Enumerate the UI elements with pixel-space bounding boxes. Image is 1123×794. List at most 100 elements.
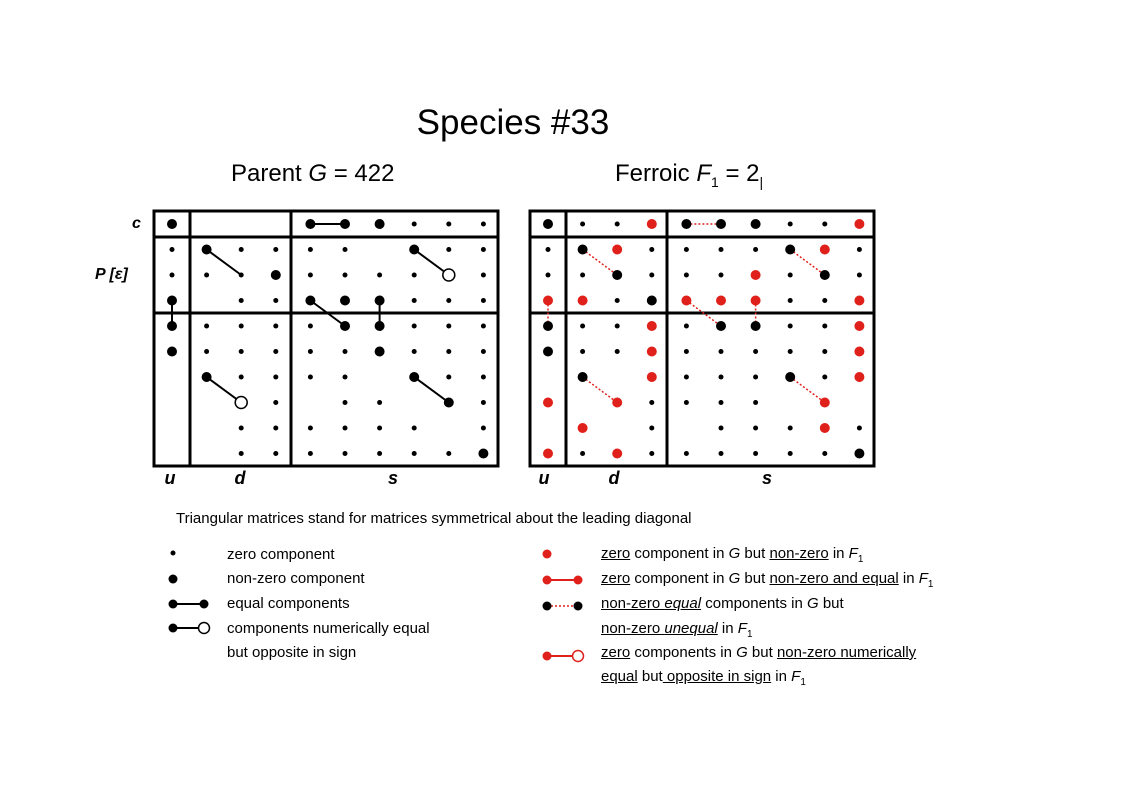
red-component-dot — [716, 295, 726, 306]
component-link — [789, 248, 826, 276]
zero-component-dot — [342, 400, 348, 405]
zero-component-dot — [614, 221, 620, 227]
l3-d: G — [806, 595, 819, 612]
zero-component-dot — [342, 374, 348, 380]
l2-c: G — [728, 570, 741, 587]
nonzero-component-dot — [577, 244, 588, 255]
zero-component-dot — [718, 349, 724, 354]
zero-component-dot — [342, 349, 348, 354]
zero-component-dot — [273, 247, 279, 252]
zero-component-dot — [342, 425, 348, 431]
parent-value: = 422 — [327, 160, 395, 187]
zero-component-dot — [822, 323, 828, 329]
red-component-dot — [854, 372, 865, 382]
ferroic-matrix — [528, 209, 876, 468]
zero-component-dot — [273, 374, 279, 380]
nonzero-component-dot — [167, 346, 177, 357]
nonzero-component-dot — [305, 295, 316, 306]
zero-component-dot — [856, 425, 862, 431]
l4-a: non-zero — [601, 620, 665, 637]
legend-opposite-circle — [197, 621, 211, 635]
zero-component-dot — [411, 298, 417, 303]
l6-c: opposite in sign — [662, 668, 772, 685]
zero-component-dot — [307, 425, 313, 431]
ferroic-group-title: Ferroic F1 = 2| — [615, 160, 763, 190]
red-component-dot — [612, 244, 623, 255]
red-component-dot — [819, 244, 830, 255]
nonzero-component-dot — [270, 270, 281, 280]
component-link — [413, 248, 450, 276]
zero-component-dot — [649, 247, 655, 252]
zero-component-dot — [580, 272, 586, 278]
nonzero-component-dot — [374, 295, 385, 306]
legend-opposite-text-1: components numerically equal — [227, 620, 430, 637]
zero-component-dot — [718, 451, 724, 456]
nonzero-component-dot — [785, 372, 796, 382]
zero-component-dot — [787, 323, 793, 329]
l2-g: F — [918, 570, 928, 587]
zero-component-dot — [787, 272, 793, 278]
red-component-dot — [681, 295, 692, 306]
matrix-frame — [152, 209, 500, 468]
zero-component-dot — [683, 400, 689, 405]
l3-c: components in — [701, 595, 807, 612]
zero-component-dot — [787, 425, 793, 431]
component-link — [206, 376, 242, 404]
zero-component-dot — [204, 349, 210, 354]
legend-unequal-dot-b — [573, 601, 583, 611]
zero-component-dot — [446, 298, 452, 303]
zero-component-dot — [718, 400, 724, 405]
l4-c: in — [717, 620, 738, 637]
red-component-dot — [646, 219, 657, 229]
zero-component-dot — [411, 272, 417, 278]
zero-component-dot — [307, 374, 313, 380]
opposite-sign-circle — [234, 395, 248, 410]
red-component-dot — [646, 346, 657, 357]
zero-component-dot — [238, 323, 244, 329]
legend-icons — [168, 549, 585, 663]
l1-e: non-zero — [769, 545, 829, 562]
legend-unequal-text-2: non-zero unequal in F1 — [601, 620, 753, 640]
l1-h: 1 — [857, 554, 864, 565]
legend-red-opposite-text-2: equal but opposite in sign in F1 — [601, 668, 806, 688]
zero-component-dot — [480, 298, 486, 303]
nonzero-component-dot — [374, 219, 385, 229]
matrix-frame — [528, 209, 876, 468]
zero-component-dot — [580, 323, 586, 329]
zero-component-dot — [204, 272, 210, 278]
zero-component-dot — [307, 272, 313, 278]
zero-component-dot — [683, 247, 689, 252]
l6-a: equal — [601, 668, 638, 685]
nonzero-component-dot — [785, 244, 796, 255]
zero-component-dot — [273, 400, 279, 405]
l2-b: component in — [630, 570, 729, 587]
l2-f: in — [898, 570, 919, 587]
legend-unequal-dot-a — [542, 601, 552, 611]
zero-component-dot — [480, 247, 486, 252]
zero-component-dot — [446, 247, 452, 252]
zero-component-dot — [787, 451, 793, 456]
red-component-dot — [854, 346, 865, 357]
zero-component-dot — [787, 349, 793, 354]
parent-matrix — [152, 209, 500, 468]
zero-component-dot — [614, 323, 620, 329]
nonzero-component-dot — [854, 448, 865, 459]
zero-component-dot — [377, 425, 383, 431]
nonzero-component-dot — [819, 270, 830, 280]
page-title: Species #33 — [416, 103, 610, 142]
opposite-sign-circle — [442, 268, 456, 282]
parent-prefix: Parent — [231, 160, 309, 187]
zero-component-dot — [307, 349, 313, 354]
zero-component-dot — [377, 400, 383, 405]
zero-component-dot — [753, 425, 759, 431]
nonzero-component-dot — [374, 346, 385, 357]
zero-component-dot — [649, 272, 655, 278]
red-component-dot — [854, 219, 865, 229]
component-link — [582, 248, 618, 276]
red-component-dot — [577, 423, 588, 433]
legend-zero-text: zero component — [227, 546, 335, 563]
nonzero-component-dot — [646, 295, 657, 306]
nonzero-component-dot — [201, 372, 212, 382]
l6-f: 1 — [800, 677, 806, 688]
nonzero-component-dot — [612, 270, 623, 280]
